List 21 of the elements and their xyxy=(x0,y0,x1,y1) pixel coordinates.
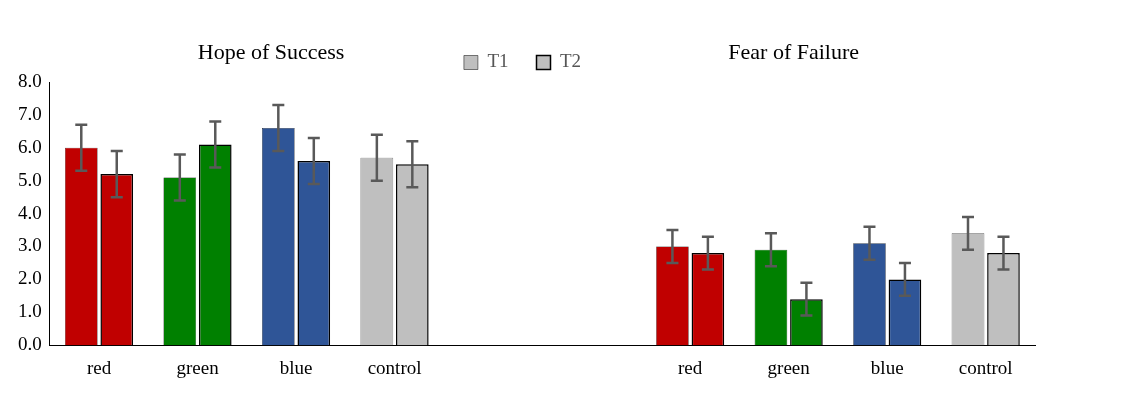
y-tick-label: 6.0 xyxy=(18,135,42,157)
x-tick-label: control xyxy=(958,356,1013,378)
y-tick-label: 0.0 xyxy=(18,333,42,355)
y-tick-label: 3.0 xyxy=(18,234,42,256)
y-tick-label: 2.0 xyxy=(18,267,42,289)
text: Fear of Failure xyxy=(728,39,860,65)
y-tick-label: 8.0 xyxy=(18,69,42,91)
x-tick-label: red xyxy=(86,356,112,378)
y-tick-label: 7.0 xyxy=(18,102,42,124)
y-tick-label: 5.0 xyxy=(18,168,42,190)
legend-label: T2 xyxy=(560,50,582,72)
x-tick-label: blue xyxy=(279,356,313,378)
x-tick-label: blue xyxy=(870,356,904,378)
y-tick-label: 1.0 xyxy=(18,300,42,322)
x-tick-label: green xyxy=(176,356,220,378)
legend-label: T1 xyxy=(487,50,509,72)
y-tick-label: 4.0 xyxy=(18,201,42,223)
text: Hope of Success xyxy=(197,39,345,65)
x-tick-label: control xyxy=(367,356,422,378)
x-tick-label: green xyxy=(767,356,811,378)
x-tick-label: red xyxy=(678,356,703,378)
